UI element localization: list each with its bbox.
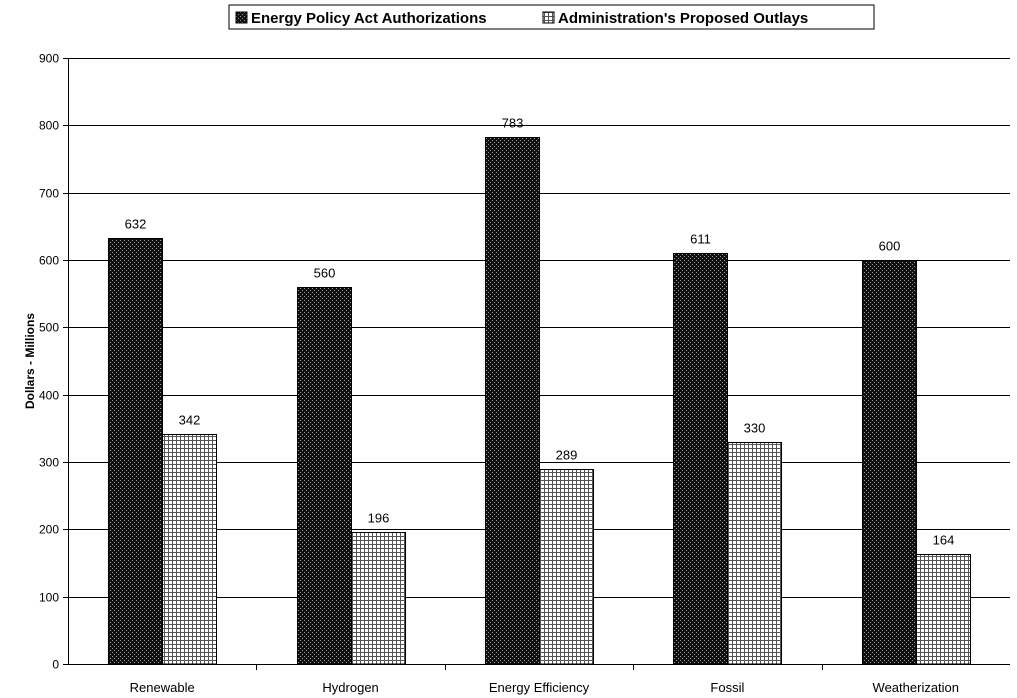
x-tick-label-fossil: Fossil <box>710 680 744 695</box>
y-tick-label-800: 800 <box>39 119 59 133</box>
data-label-renewable-authorization: 632 <box>125 217 147 232</box>
y-tick-label-400: 400 <box>39 389 59 403</box>
data-label-energy-efficiency-authorization: 783 <box>502 116 524 131</box>
x-tick-label-weatherization: Weatherization <box>873 680 959 695</box>
y-tick-label-100: 100 <box>39 591 59 605</box>
legend: Energy Policy Act Authorizations Adminis… <box>228 4 875 30</box>
bar-weatherization-proposed-outlay <box>916 554 971 665</box>
bar-renewable-proposed-outlay <box>162 434 217 665</box>
x-tick-label-hydrogen: Hydrogen <box>322 680 378 695</box>
y-tick-label-900: 900 <box>39 52 59 66</box>
bar-hydrogen-authorization <box>297 287 352 665</box>
bar-energy-efficiency-proposed-outlay <box>539 469 594 665</box>
y-axis-title: Dollars - Millions <box>23 313 37 409</box>
y-tick-label-0: 0 <box>52 658 59 672</box>
legend-swatch-proposed-outlays <box>542 11 555 24</box>
bar-fossil-authorization <box>673 253 728 665</box>
y-tick-label-700: 700 <box>39 187 59 201</box>
bar-energy-efficiency-authorization <box>485 137 540 665</box>
legend-label-proposed-outlays: Administration's Proposed Outlays <box>558 10 808 27</box>
y-tick-label-600: 600 <box>39 254 59 268</box>
x-tick-label-energy-efficiency: Energy Efficiency <box>489 680 590 695</box>
bar-fossil-proposed-outlay <box>727 442 782 665</box>
bar-renewable-authorization <box>108 238 163 665</box>
y-tick-label-500: 500 <box>39 321 59 335</box>
data-label-hydrogen-proposed-outlay: 196 <box>368 511 390 526</box>
bar-hydrogen-proposed-outlay <box>351 532 406 665</box>
data-label-weatherization-proposed-outlay: 164 <box>933 533 955 548</box>
data-label-fossil-proposed-outlay: 330 <box>744 421 766 436</box>
data-label-energy-efficiency-proposed-outlay: 289 <box>556 448 578 463</box>
legend-swatch-energy-policy-act <box>235 11 248 24</box>
legend-label-energy-policy-act: Energy Policy Act Authorizations <box>251 10 487 27</box>
labels: 0 100 200 300 400 500 600 700 800 900 Renewable 632… <box>39 52 959 696</box>
axes <box>63 58 1010 670</box>
y-tick-label-300: 300 <box>39 456 59 470</box>
data-label-renewable-proposed-outlay: 342 <box>179 413 201 428</box>
x-tick-label-renewable: Renewable <box>130 680 195 695</box>
y-tick-label-200: 200 <box>39 523 59 537</box>
bars <box>108 137 971 665</box>
bar-weatherization-authorization <box>862 260 917 665</box>
data-label-hydrogen-authorization: 560 <box>314 266 336 281</box>
data-label-weatherization-authorization: 600 <box>879 239 901 254</box>
data-label-fossil-authorization: 611 <box>690 232 711 247</box>
